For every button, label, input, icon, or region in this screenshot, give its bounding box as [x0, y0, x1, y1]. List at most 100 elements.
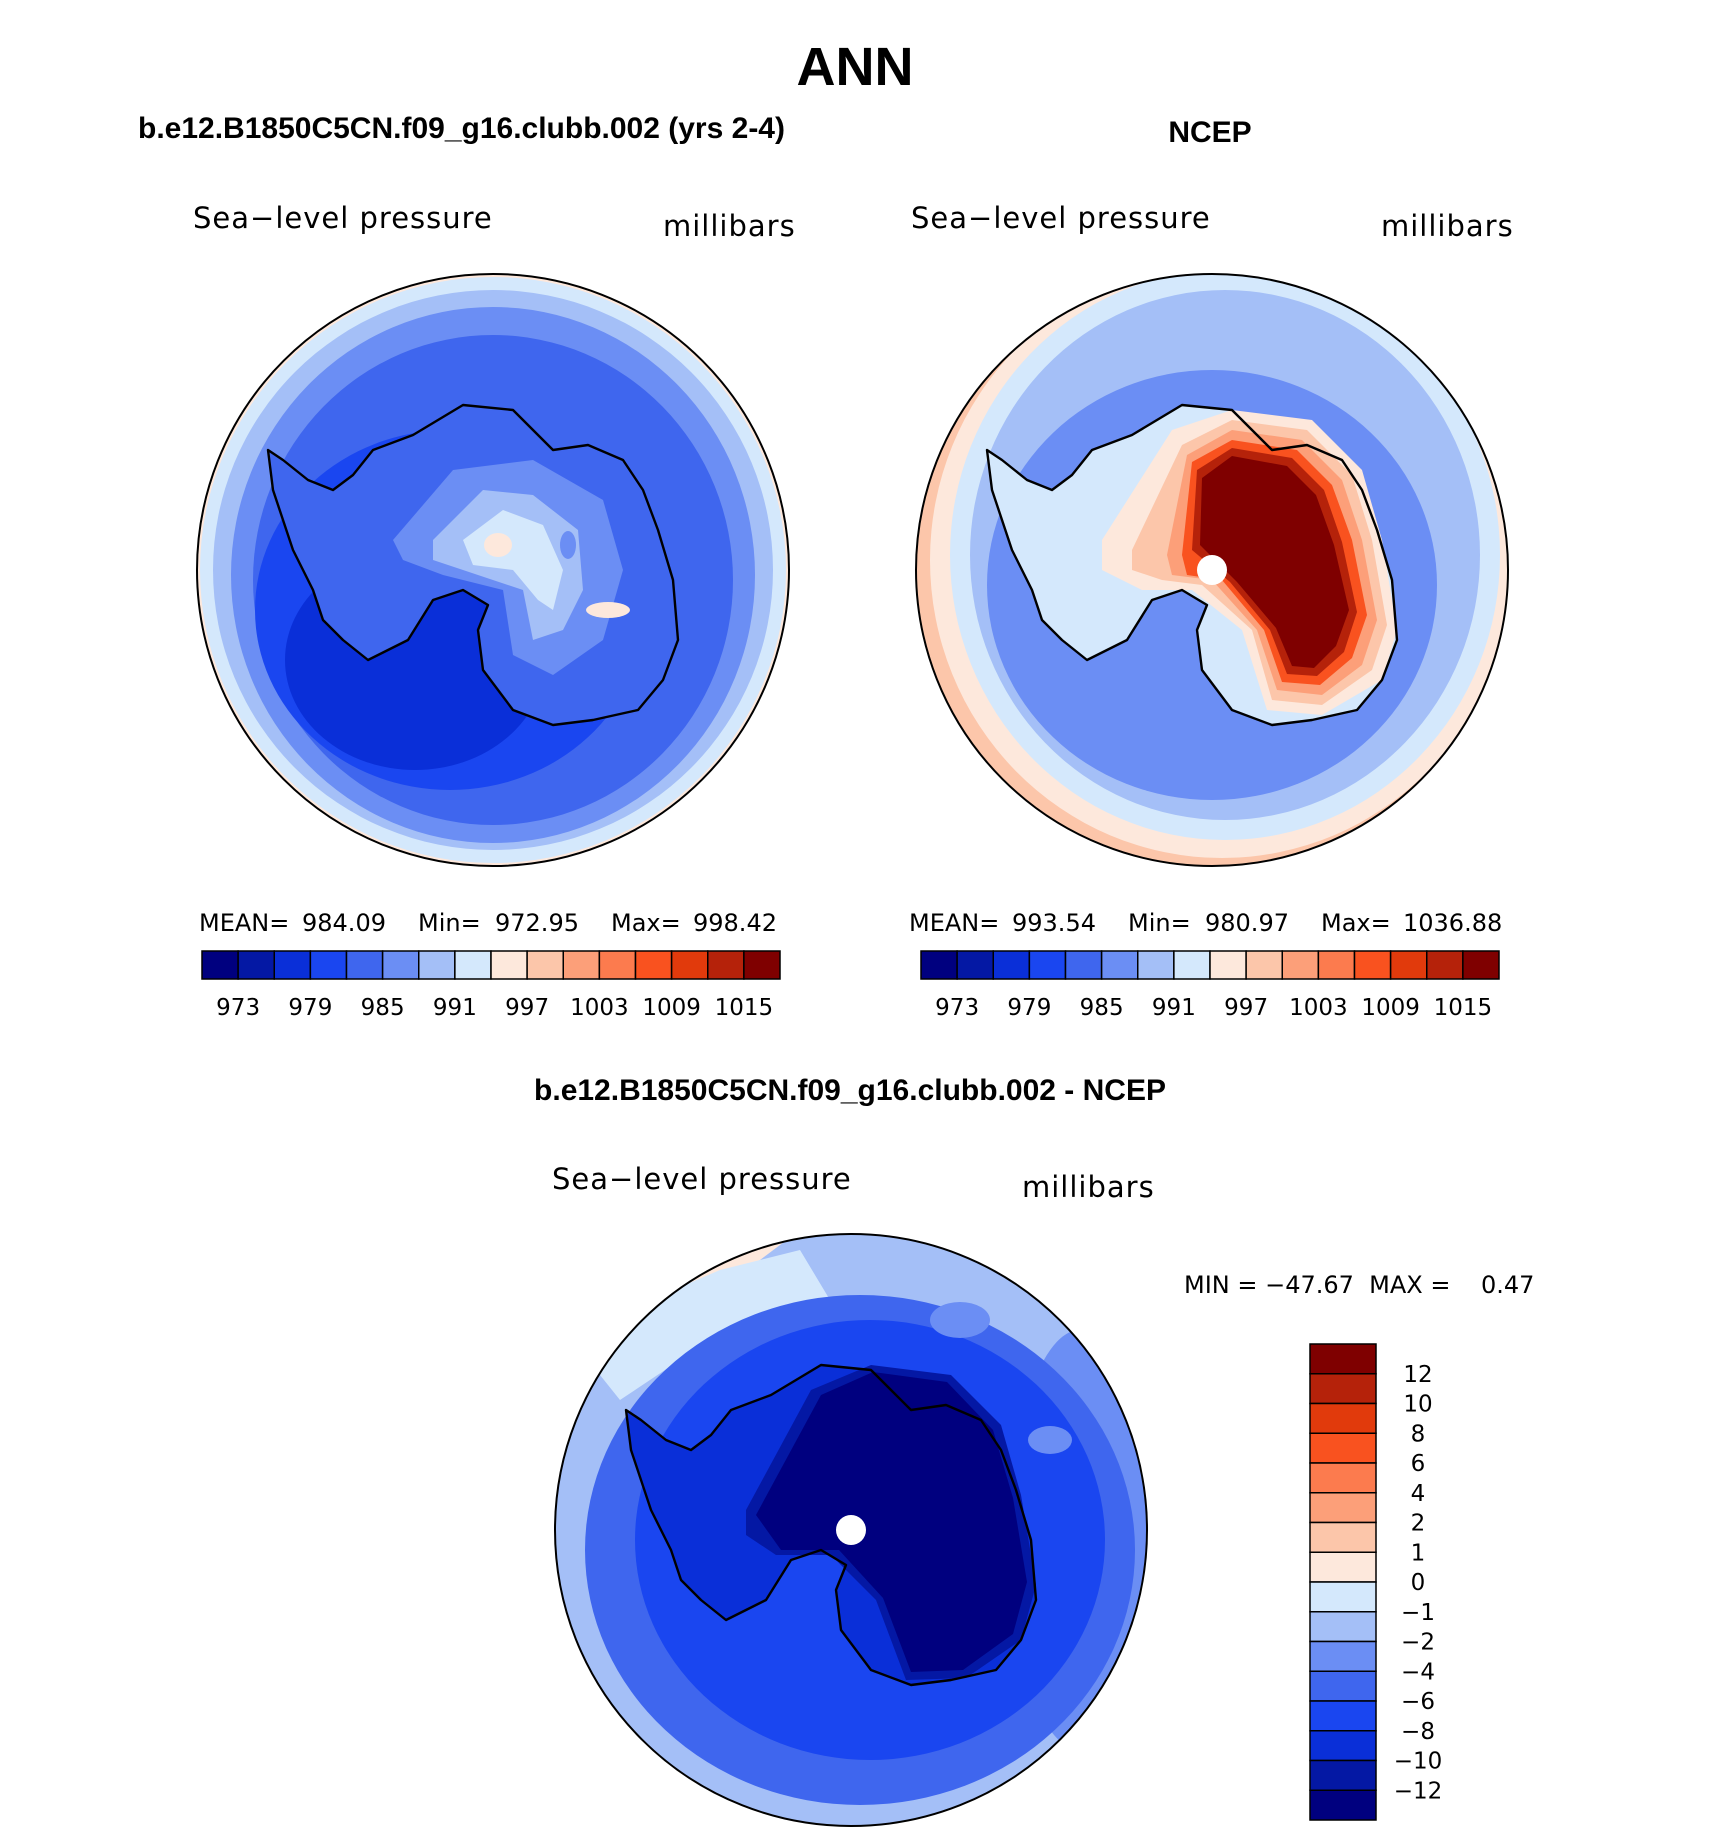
colorbar-swatch: [670, 950, 709, 980]
colorbar-tick-label: 1009: [642, 995, 701, 1021]
panel-model: b.e12.B1850C5CN.f09_g16.clubb.002 (yrs 2…: [138, 112, 795, 1021]
colorbar-tick-label: 985: [1080, 995, 1124, 1021]
colorbar-swatch: [273, 950, 312, 980]
colorbar-obs: 973 979 985 991 997 1003 1009 1015: [920, 950, 1500, 1021]
colorbar-tick-label: −12: [1394, 1778, 1443, 1804]
contour-fill: [463, 510, 563, 610]
colorbar-swatch: [920, 950, 958, 980]
colorbar-swatch: [1209, 950, 1247, 980]
panel-obs-units: millibars: [1381, 209, 1514, 243]
contour-fill: [580, 1250, 830, 1400]
colorbar-tick-label: 0: [1411, 1570, 1426, 1596]
panel-model-map: [197, 274, 789, 866]
colorbar-swatch: [1309, 1551, 1377, 1583]
colorbar-swatch: [1100, 950, 1139, 980]
colorbar-tick-label: 1009: [1361, 995, 1420, 1021]
panel-obs-mean: 993.54: [1012, 909, 1096, 937]
colorbar-tick-label: 997: [1224, 995, 1268, 1021]
colorbar-tick-label: −6: [1401, 1689, 1435, 1715]
colorbar-swatch: [1309, 1789, 1377, 1821]
colorbar-swatch: [956, 950, 994, 980]
contour-fill: [560, 531, 576, 559]
panel-model-mean: 984.09: [302, 909, 386, 937]
colorbar-swatch: [309, 950, 348, 980]
panel-obs-min: 980.97: [1205, 909, 1289, 937]
panel-diff: b.e12.B1850C5CN.f09_g16.clubb.002 - NCEP…: [534, 1074, 1534, 1827]
colorbar-tick-label: 997: [505, 995, 549, 1021]
panel-obs-min-label: Min=: [1128, 909, 1191, 937]
colorbar-swatch: [381, 950, 420, 980]
colorbar-tick-label: 1015: [1434, 995, 1493, 1021]
colorbar-tick-label: −8: [1401, 1719, 1435, 1745]
colorbar-swatch: [1317, 950, 1356, 980]
colorbar-tick-label: 1015: [715, 995, 774, 1021]
panel-model-min-label: Min=: [418, 909, 481, 937]
panel-diff-minmax: MIN = −47.67 MAX = 0.47: [1184, 1271, 1534, 1299]
pole-mask: [836, 1515, 866, 1545]
colorbar-swatch: [454, 950, 492, 980]
colorbar-tick-label: 985: [361, 995, 405, 1021]
map-border: [196, 273, 790, 867]
colorbar-swatch: [1137, 950, 1175, 980]
colorbar-tick-label: 2: [1411, 1511, 1426, 1537]
panel-obs-max-label: Max=: [1321, 909, 1391, 937]
panel-obs: NCEP Sea−level pressure millibars MEAN=: [909, 116, 1514, 1021]
colorbar-tick-label: 979: [1007, 995, 1051, 1021]
colorbar-swatch: [1064, 950, 1103, 980]
pole-mask: [1197, 555, 1227, 585]
contour-fill: [586, 602, 630, 618]
colorbar-tick-label: −4: [1401, 1659, 1435, 1685]
colorbar-swatch: [1353, 950, 1392, 980]
colorbar-tick-label: −10: [1394, 1749, 1443, 1775]
panel-diff-map: [555, 1234, 1147, 1826]
colorbar-swatch: [1245, 950, 1283, 980]
colorbar-tick-label: 10: [1403, 1392, 1432, 1418]
colorbar-swatch: [1309, 1611, 1377, 1643]
colorbar-tick-label: 4: [1411, 1481, 1426, 1507]
contour-fill: [484, 533, 512, 557]
contour-fill: [1028, 1426, 1072, 1454]
colorbar-swatch: [1281, 950, 1320, 980]
panel-diff-units: millibars: [1022, 1170, 1155, 1204]
colorbar-swatch: [418, 950, 456, 980]
colorbar-swatch: [562, 950, 601, 980]
panel-obs-mean-label: MEAN=: [909, 909, 999, 937]
map-border: [915, 273, 1509, 867]
contour-fill: [756, 1372, 1027, 1672]
colorbar-tick-label: 1003: [570, 995, 629, 1021]
colorbar-swatch: [1309, 1581, 1377, 1613]
colorbar-swatch: [1309, 1640, 1377, 1672]
panel-model-max-label: Max=: [611, 909, 681, 937]
colorbar-swatch: [1309, 1759, 1377, 1791]
colorbar-tick-label: 8: [1411, 1421, 1426, 1447]
panel-diff-variable: Sea−level pressure: [552, 1162, 852, 1196]
panel-obs-variable: Sea−level pressure: [911, 201, 1211, 235]
panel-diff-header: b.e12.B1850C5CN.f09_g16.clubb.002 - NCEP: [534, 1074, 1166, 1107]
contour-fill: [1200, 456, 1349, 668]
map-border: [554, 1233, 1148, 1827]
colorbar-tick-label: 1: [1411, 1540, 1426, 1566]
colorbar-swatch: [237, 950, 275, 980]
colorbar-tick-label: 991: [433, 995, 477, 1021]
colorbar-swatch: [1462, 950, 1500, 980]
colorbar-tick-label: 973: [935, 995, 979, 1021]
colorbar-swatch: [1389, 950, 1428, 980]
colorbar-tick-label: 979: [288, 995, 332, 1021]
colorbar-swatch: [1426, 950, 1464, 980]
colorbar-model: 973 979 985 991 997 1003 1009 1015: [201, 950, 781, 1021]
panel-model-mean-label: MEAN=: [199, 909, 289, 937]
colorbar-swatch: [1309, 1462, 1377, 1494]
colorbar-swatch: [1309, 1521, 1377, 1553]
figure-title: ANN: [797, 37, 914, 97]
colorbar-swatch: [1309, 1670, 1377, 1702]
colorbar-tick-label: 12: [1403, 1362, 1432, 1388]
contour-fill: [930, 1302, 990, 1338]
colorbar-swatch: [1028, 950, 1067, 980]
panel-model-variable: Sea−level pressure: [193, 201, 493, 235]
colorbar-swatch: [1309, 1402, 1377, 1434]
colorbar-swatch: [1309, 1432, 1377, 1464]
colorbar-swatch: [634, 950, 673, 980]
colorbar-tick-label: −2: [1401, 1630, 1435, 1656]
